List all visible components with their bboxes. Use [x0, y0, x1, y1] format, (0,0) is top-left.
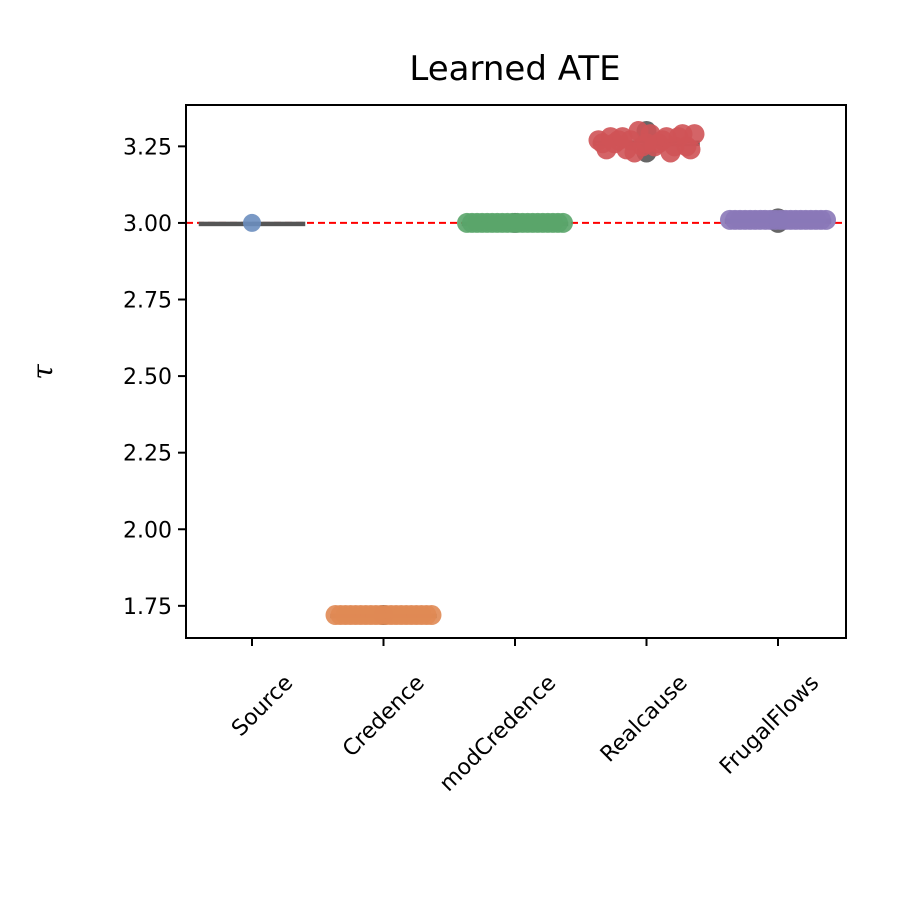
y-tick-label: 3.00 [123, 212, 172, 237]
y-tick-label: 1.75 [123, 595, 172, 620]
point-Realcause [656, 127, 677, 148]
point-Realcause [660, 142, 681, 163]
point-Credence [330, 605, 351, 626]
chart-title: Learned ATE [409, 49, 620, 89]
x-tick-label: Realcause [596, 671, 693, 768]
point-Realcause [636, 133, 657, 154]
x-tick-label: Credence [338, 671, 430, 763]
plot-area: 1.75 2.00 2.25 2.50 2.75 3.00 3.25 Source Creden… [123, 104, 847, 797]
point-Source [243, 213, 261, 232]
y-tick-label: 2.50 [123, 365, 172, 390]
point-modCredence [462, 212, 483, 233]
point-Realcause [684, 124, 705, 145]
plot-frame [185, 104, 847, 639]
y-tick-label: 2.75 [123, 289, 172, 314]
x-tick-label: modCredence [435, 671, 561, 797]
y-tick-label: 2.00 [123, 518, 172, 543]
x-tick-label: Source [227, 671, 298, 742]
y-tick-label: 2.25 [123, 442, 172, 467]
point-Realcause [680, 139, 701, 160]
y-tick-label: 3.25 [123, 135, 172, 160]
point-FrugalFlows [725, 209, 746, 230]
y-axis-label: τ [26, 364, 59, 380]
x-tick-label: FrugalFlows [715, 671, 824, 780]
point-Realcause [612, 127, 633, 148]
